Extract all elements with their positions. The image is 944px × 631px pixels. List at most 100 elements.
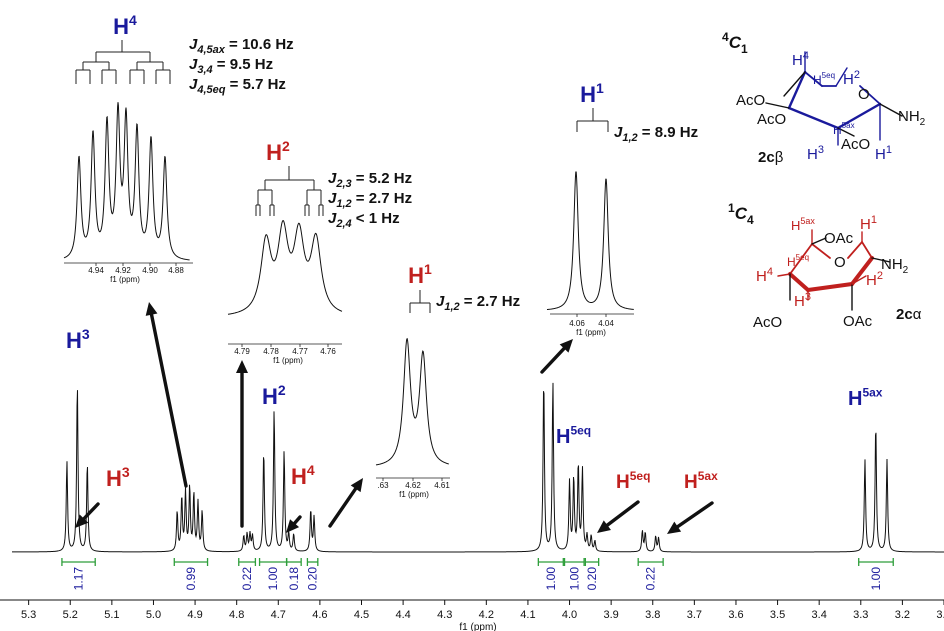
peak-label: H5ax <box>684 469 718 493</box>
arrowhead <box>286 519 300 533</box>
integral-value: 1.00 <box>266 567 280 591</box>
x-tick-label: 4.8 <box>229 609 244 621</box>
inset-h1-alpha: H1 .63 4.62 4.61 f1 (ppm) J1,2 = 2.7 Hz <box>375 261 520 499</box>
inset-tick-label: 4.94 <box>88 266 104 275</box>
atom-label: OAc <box>824 230 854 247</box>
arrow-shaft <box>292 515 302 525</box>
inset-group: H4 4.94 4.92 4.90 4.88 f1 (ppm) J4,5ax = 10.6 … <box>63 12 698 499</box>
x-axis: 5.3 5.2 5.1 5.0 4.9 4.8 4.7 4.6 4.5 4.4 4.3 4.2 4.1 4… <box>0 599 944 631</box>
inset-spectrum <box>227 219 343 315</box>
x-tick-label: 3.4 <box>812 609 827 621</box>
inset-axis-label: f1 (ppm) <box>399 490 429 499</box>
structure-2c-alpha: 1C4 OAc AcO OAc O NH2 H5ax H1 H5eq H4 H2 H3 2cα <box>728 201 922 331</box>
x-tick-label: 4.3 <box>437 609 452 621</box>
atom-label: H3 <box>794 291 811 310</box>
peak-label: H5eq <box>556 424 591 448</box>
arrow-shaft <box>149 313 188 488</box>
inset-tick-label: 4.62 <box>405 481 421 490</box>
inset-axis-label: f1 (ppm) <box>273 356 303 365</box>
inset-tick-label: .63 <box>377 481 389 490</box>
integral-region: 1.17 <box>61 558 96 591</box>
inset-h4: H4 4.94 4.92 4.90 4.88 f1 (ppm) J4,5ax = 10.6 … <box>63 12 294 284</box>
peak-label: H5eq <box>616 469 650 493</box>
inset-proton-label: H4 <box>113 12 137 39</box>
inset-tick-label: 4.77 <box>292 347 308 356</box>
ring-bond <box>788 272 810 292</box>
x-axis-label: f1 (ppm) <box>459 622 496 631</box>
coupling-constant: J3,4 = 9.5 Hz <box>189 56 273 76</box>
substituent-bond <box>879 103 903 117</box>
integral-region: 0.22 <box>238 558 257 591</box>
coupling-constant: J1,2 = 2.7 Hz <box>328 190 412 210</box>
pointer-arrow <box>540 339 573 374</box>
inset-axis-label: f1 (ppm) <box>110 275 140 284</box>
atom-label: H5eq <box>813 71 835 87</box>
ring-bond <box>804 71 823 87</box>
arrow-shaft <box>676 501 714 529</box>
arrowhead <box>559 339 573 353</box>
peak-label: H3 <box>106 464 130 491</box>
inset-tick-label: 4.06 <box>569 319 585 328</box>
atom-label: H2 <box>843 69 860 88</box>
peak-label-group: H3 H3 H2 H4 H5eq H5eq H5ax H5ax <box>66 326 883 493</box>
atom-label: H1 <box>860 214 877 233</box>
pointer-arrow <box>667 501 714 534</box>
integral-value: 0.22 <box>240 567 254 591</box>
atom-label: H5ax <box>791 216 815 233</box>
compound-label: 2cα <box>896 306 922 323</box>
integral-value: 0.18 <box>287 567 301 591</box>
ring-bond <box>787 70 807 110</box>
inset-spectrum <box>546 171 634 311</box>
ring-bond <box>859 85 881 105</box>
coupling-constant: J1,2 = 8.9 Hz <box>614 124 698 144</box>
axial-bond <box>835 67 848 87</box>
atom-label: AcO <box>736 92 765 109</box>
ring-bond <box>861 241 873 259</box>
integral-region: 0.20 <box>584 558 600 590</box>
integral-region: 1.00 <box>258 558 288 591</box>
x-tick-label: 3.2 <box>895 609 910 621</box>
x-tick-label: 4.0 <box>562 609 577 621</box>
inset-spectrum <box>375 337 449 466</box>
arrowhead <box>667 521 682 534</box>
integral-value: 0.99 <box>184 567 198 591</box>
pointer-arrow <box>286 515 302 533</box>
atom-label: OAc <box>843 313 873 330</box>
integral-region: 0.18 <box>285 558 302 591</box>
atom-label: AcO <box>841 136 870 153</box>
integral-value: 1.00 <box>567 567 581 591</box>
inset-proton-label: H1 <box>580 80 604 107</box>
atom-label: AcO <box>753 314 782 331</box>
atom-label: O <box>834 254 846 271</box>
arrowhead <box>597 520 611 533</box>
substituent-bond <box>783 71 806 97</box>
atom-label: NH2 <box>881 256 909 276</box>
x-tick-label: 3.8 <box>645 609 660 621</box>
atom-label: H2 <box>866 270 883 289</box>
integral-value: 1.17 <box>72 567 86 591</box>
x-tick-label: 4.7 <box>271 609 286 621</box>
pointer-arrow <box>328 478 363 528</box>
integral-region: 0.22 <box>637 558 664 590</box>
integral-value: 1.00 <box>544 567 558 591</box>
coupling-constant: J4,5ax = 10.6 Hz <box>189 36 294 56</box>
integral-value: 0.20 <box>306 567 320 591</box>
inset-tick-label: 4.88 <box>168 266 184 275</box>
pointer-arrow <box>75 502 100 528</box>
arrow-group <box>75 302 714 534</box>
integral-region: 1.00 <box>563 558 585 591</box>
x-tick-label: 4.4 <box>395 609 410 621</box>
x-tick-label: 5.0 <box>146 609 161 621</box>
integral-region: 0.20 <box>306 558 320 590</box>
atom-label: NH2 <box>898 108 926 128</box>
pointer-arrow <box>145 302 188 488</box>
spectrum-trace <box>12 382 944 553</box>
ring-bond <box>850 256 874 286</box>
peak-label: H3 <box>66 326 90 353</box>
axial-bond <box>851 275 867 285</box>
inset-tick-label: 4.79 <box>234 347 250 356</box>
